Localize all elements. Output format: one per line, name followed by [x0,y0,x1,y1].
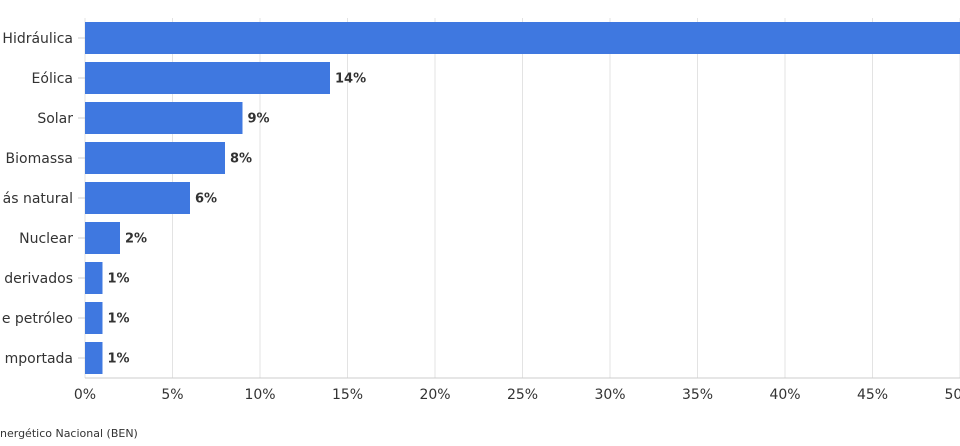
x-tick-label: 35% [682,387,713,403]
bar [85,302,103,334]
bar [85,182,190,214]
bar [85,142,225,174]
bar [85,62,330,94]
x-tick-label: 25% [507,387,538,403]
x-tick-label: 0% [74,387,96,403]
x-tick-label: 10% [244,387,275,403]
x-tick-label: 40% [769,387,800,403]
y-tick-label: Hidráulica [2,31,73,47]
data-label: 6% [195,192,217,207]
bar [85,102,243,134]
x-tick-label: 5% [161,387,183,403]
x-tick-label: 45% [857,387,888,403]
source-note: nergético Nacional (BEN) [0,427,138,440]
data-label: 2% [125,232,147,247]
x-tick-label: 50% [944,387,960,403]
bar [85,342,103,374]
x-tick-label: 15% [332,387,363,403]
y-tick-label: mportada [5,351,73,367]
data-label: 14% [335,72,366,87]
y-tick-label: derivados [4,271,73,287]
x-tick-label: 30% [594,387,625,403]
y-tick-label: ás natural [3,191,73,207]
x-tick-label: 20% [419,387,450,403]
data-label: 9% [248,112,270,127]
bar [85,262,103,294]
bar [85,22,960,54]
data-label: 1% [108,312,130,327]
y-tick-label: e petróleo [2,311,73,327]
y-tick-label: Nuclear [19,231,73,247]
bar [85,222,120,254]
y-tick-label: Biomassa [6,151,73,167]
data-label: 8% [230,152,252,167]
y-tick-label: Solar [37,111,73,127]
data-label: 1% [108,272,130,287]
data-label: 1% [108,352,130,367]
y-tick-label: Eólica [32,71,73,87]
